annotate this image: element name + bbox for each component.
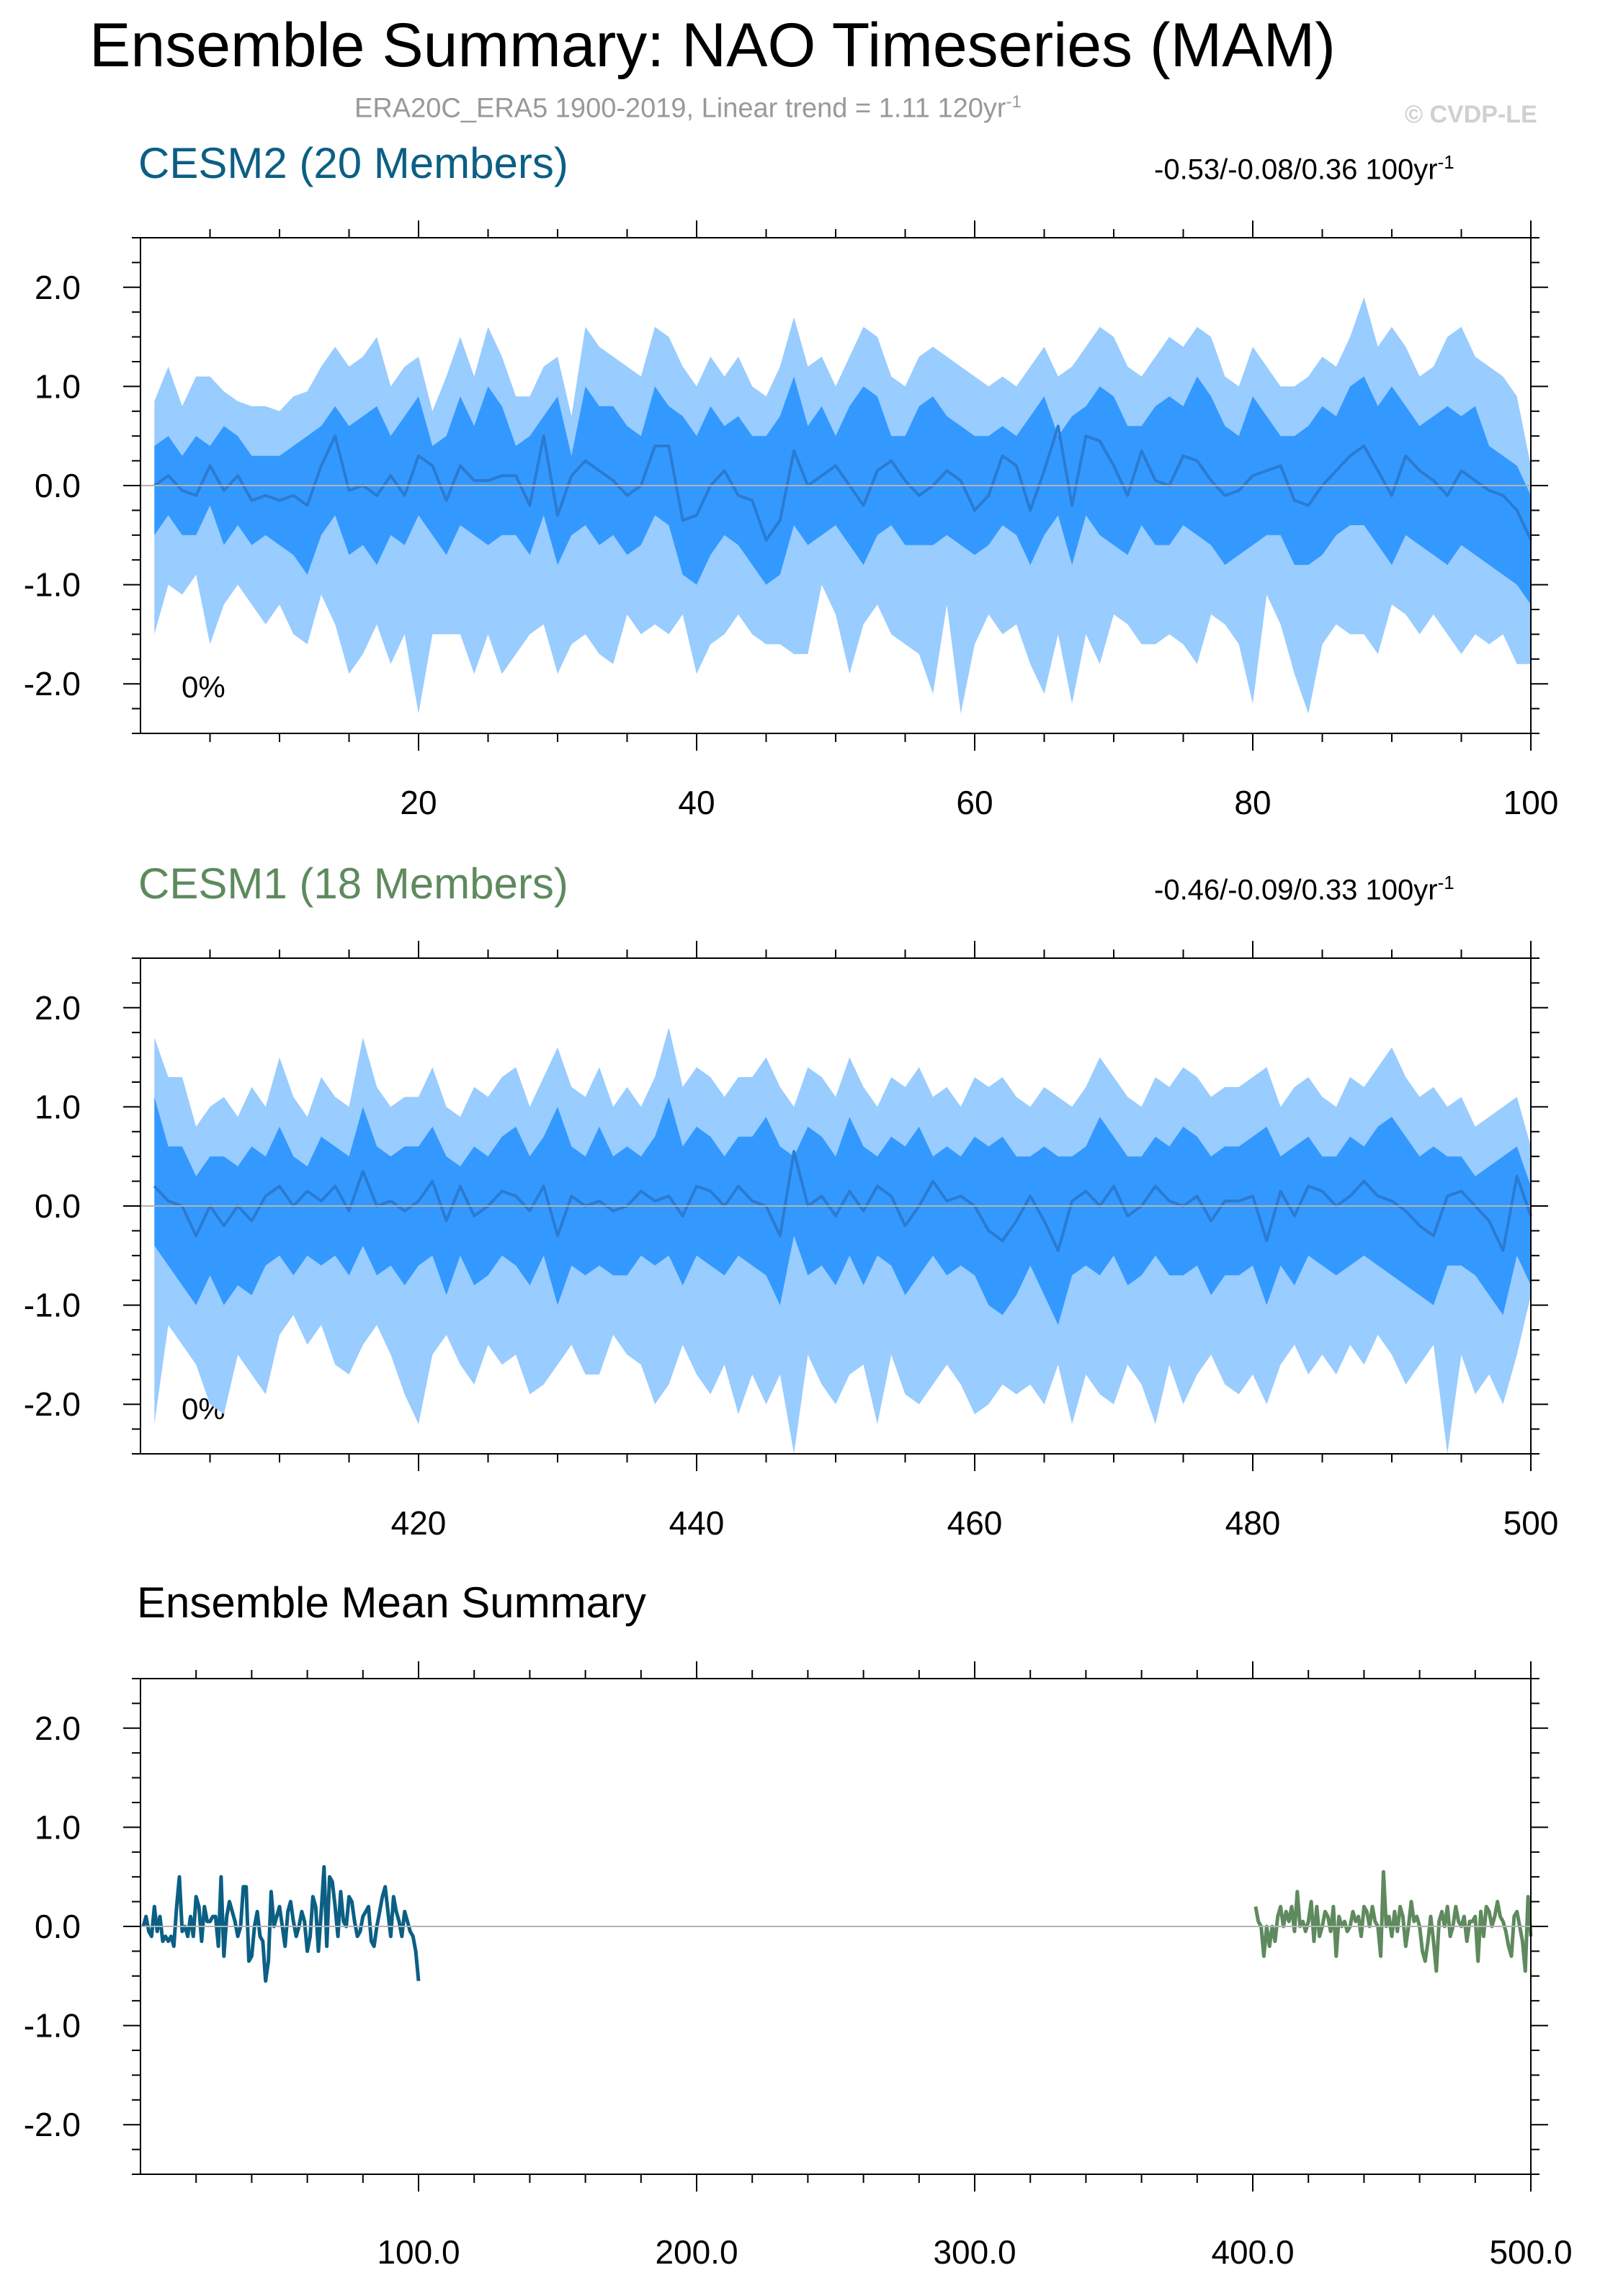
panel2-ytick-label: 2.0 — [35, 989, 81, 1027]
panel2-title: CESM1 (18 Members) — [138, 859, 568, 908]
panel2-inner-band — [154, 1096, 1531, 1326]
panel1-xtick-label: 80 — [1234, 784, 1271, 821]
panel1-xtick-label: 20 — [400, 784, 437, 821]
page-title: Ensemble Summary: NAO Timeseries (MAM) — [89, 11, 1336, 80]
panel3-ytick-label: 2.0 — [35, 1710, 81, 1747]
observation-subtitle: ERA20C_ERA5 1900-2019, Linear trend = 1.… — [354, 92, 1022, 125]
panel3-xtick-label: 500.0 — [1489, 2233, 1572, 2271]
panel3-xtick-label: 400.0 — [1211, 2233, 1294, 2271]
panel2-trend: -0.46/-0.09/0.33 100yr-1 — [1154, 872, 1454, 906]
panel2-mean-line — [153, 1150, 1532, 1252]
panel2-xtick-label: 500 — [1503, 1504, 1559, 1542]
panel3-xtick-label: 100.0 — [377, 2233, 460, 2271]
panel1-xtick-label: 60 — [956, 784, 993, 821]
panel2-trend-sup: -1 — [1437, 872, 1454, 893]
panel2-xtick-label: 420 — [391, 1504, 447, 1542]
panel1-inner-band — [154, 376, 1531, 605]
panel2-ytick-label: 1.0 — [35, 1088, 81, 1125]
panel1-xtick-label: 40 — [678, 784, 715, 821]
panel1-trend-text: -0.53/-0.08/0.36 100yr — [1154, 153, 1438, 186]
panel2-trend-text: -0.46/-0.09/0.33 100yr — [1154, 874, 1438, 906]
panel3-ytick-label: -2.0 — [24, 2106, 81, 2143]
panel1-ytick-label: 2.0 — [35, 269, 81, 306]
panel2-xtick-label: 460 — [947, 1504, 1003, 1542]
panel3-ytick-label: 0.0 — [35, 1908, 81, 1945]
panel2-ytick-label: -2.0 — [24, 1385, 81, 1423]
panel2-ytick-label: 0.0 — [35, 1187, 81, 1225]
panel2-xtick-label: 440 — [669, 1504, 725, 1542]
copyright-watermark: © CVDP-LE — [1405, 101, 1537, 128]
mean-line-cesm2 — [141, 1864, 421, 1983]
panel3-ytick-label: 1.0 — [35, 1808, 81, 1846]
subtitle-text: ERA20C_ERA5 1900-2019, Linear trend = 1.… — [354, 93, 1006, 124]
panel3-xtick-label: 200.0 — [655, 2233, 738, 2271]
panel1-percent: 0% — [182, 670, 225, 704]
panel1-trend: -0.53/-0.08/0.36 100yr-1 — [1154, 151, 1454, 186]
panel2-xtick-label: 480 — [1225, 1504, 1281, 1542]
panel1-ytick-label: -2.0 — [24, 665, 81, 702]
mean-line-cesm1 — [1253, 1870, 1533, 1973]
panel3-ytick-label: -1.0 — [24, 2007, 81, 2045]
panel3-xtick-label: 300.0 — [933, 2233, 1016, 2271]
panel1-ytick-label: 1.0 — [35, 367, 81, 405]
panel1-trend-sup: -1 — [1437, 151, 1454, 173]
panel1-ytick-label: 0.0 — [35, 467, 81, 504]
panel1-xtick-label: 100 — [1503, 784, 1559, 821]
panel1-title: CESM2 (20 Members) — [138, 139, 568, 187]
panel2-ytick-label: -1.0 — [24, 1287, 81, 1324]
panel3-title: Ensemble Mean Summary — [137, 1578, 646, 1627]
subtitle-superscript: -1 — [1006, 92, 1022, 112]
panel1-ytick-label: -1.0 — [24, 566, 81, 604]
